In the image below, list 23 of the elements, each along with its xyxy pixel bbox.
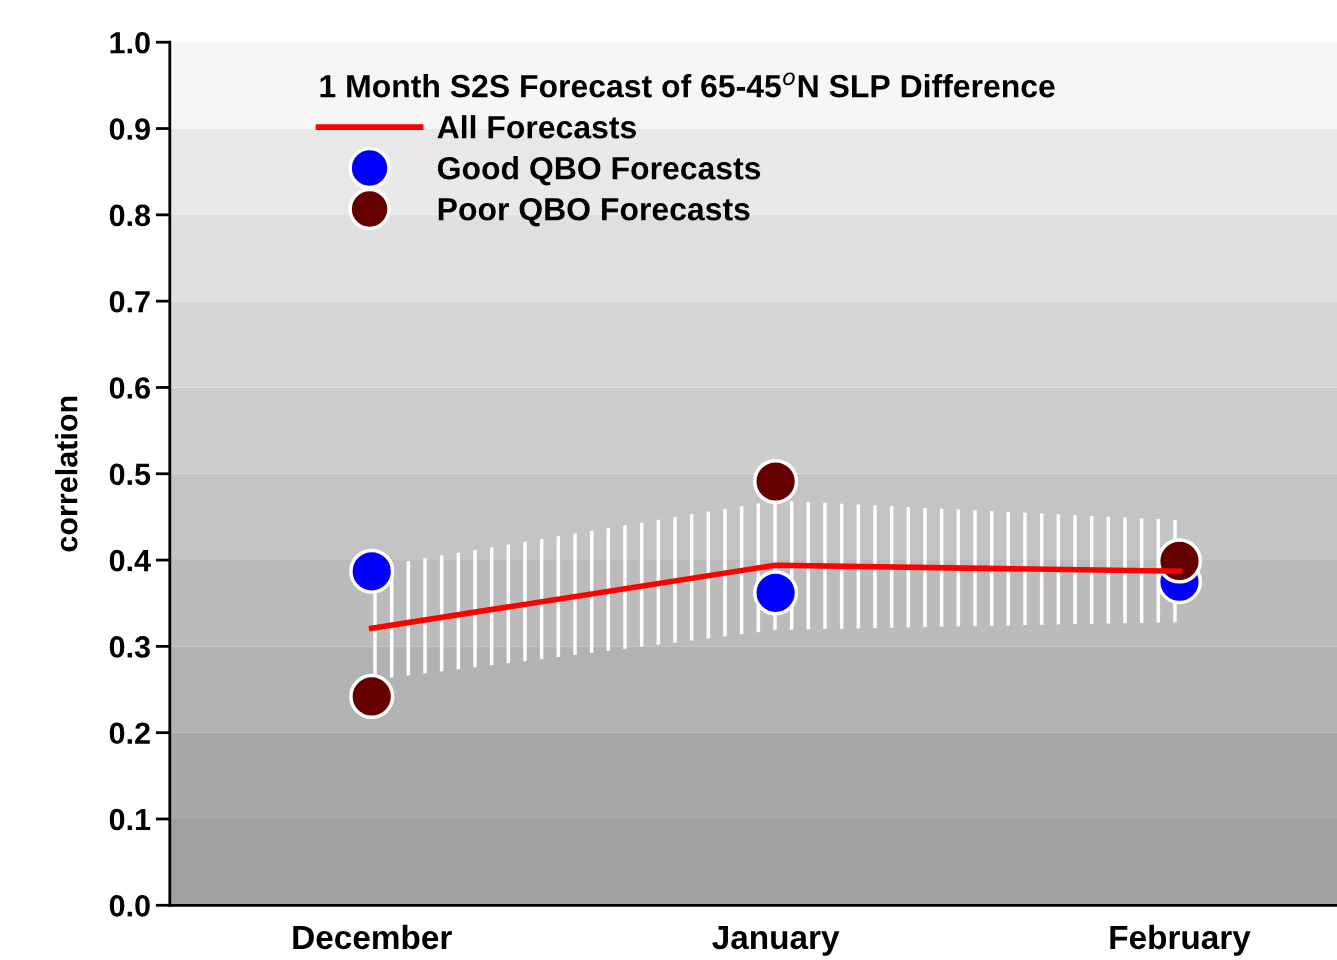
y-tick-label: 0.3 <box>109 636 150 658</box>
x-tick-label: December <box>293 924 452 950</box>
y-tick-label: 0.4 <box>109 549 151 572</box>
legend-label: All Forecasts <box>437 115 636 139</box>
legend-title: 1 Month S2S Forecast of 65-45$^{o}$N SLP Difference <box>320 72 1055 98</box>
point <box>349 548 395 594</box>
y-tick-label: 0.0 <box>109 895 150 917</box>
y-axis-title: correlation <box>55 396 78 552</box>
point <box>753 570 799 616</box>
y-tick-label: 0.9 <box>109 118 150 140</box>
x-tick-label: February <box>1110 924 1251 956</box>
y-tick-label: 0.2 <box>109 722 150 745</box>
y-tick-label: 0.8 <box>109 204 151 227</box>
y-tick-label: 1.0 <box>110 31 150 54</box>
x-tick-label: January <box>712 925 840 956</box>
legend-label: Good QBO Forecasts <box>437 156 761 186</box>
legend-label: Poor QBO Forecasts <box>438 197 750 227</box>
point <box>349 673 395 719</box>
y-tick-label: 0.6 <box>109 377 150 399</box>
y-tick-label: 0.5 <box>109 463 151 486</box>
point <box>753 458 799 505</box>
y-tick-label: 0.7 <box>109 290 150 313</box>
y-tick-label: 0.1 <box>109 808 151 831</box>
